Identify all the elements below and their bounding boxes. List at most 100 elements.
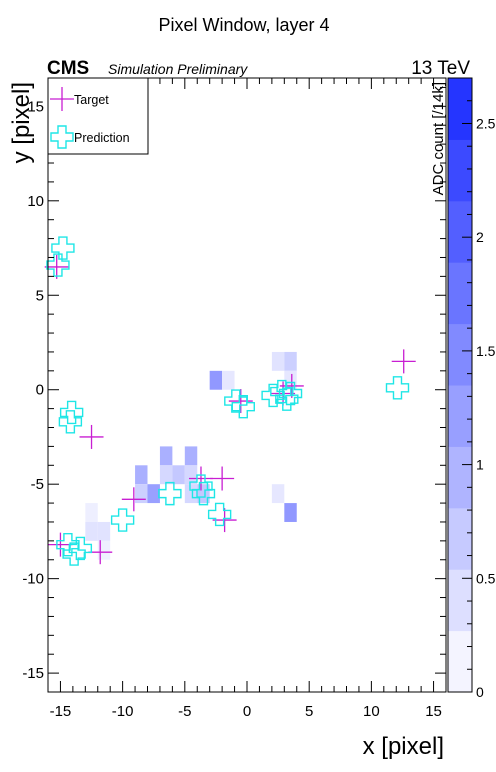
y-tick-label: 10 — [27, 193, 44, 210]
target-point — [212, 508, 237, 533]
x-tick-label: 0 — [243, 703, 251, 720]
chart-title: Pixel Window, layer 4 — [158, 15, 329, 35]
heatmap-cell — [184, 484, 198, 504]
color-bar-axis: 0 0.5 1 1.5 2 2.5 — [462, 77, 496, 700]
x-axis: -15 -10 -5 0 5 10 15 — [47, 78, 447, 720]
prediction-point — [231, 395, 255, 419]
legend: Target Prediction — [47, 77, 149, 155]
target-point — [79, 424, 104, 449]
prediction-point — [51, 236, 75, 260]
experiment-label: CMS — [47, 58, 89, 79]
legend-box — [47, 77, 149, 155]
z-tick-label: 2.5 — [476, 115, 496, 131]
prediction-point — [62, 542, 86, 566]
z-tick-label: 1.5 — [476, 343, 496, 359]
y-axis-label: y [pixel] — [8, 82, 35, 163]
prediction-point — [261, 383, 285, 408]
prediction-point — [56, 532, 80, 557]
y-tick-label: -10 — [22, 571, 44, 588]
y-tick-label: -5 — [31, 476, 44, 493]
x-axis-label: x [pixel] — [363, 733, 444, 760]
z-axis-label: ADC count [/14k] — [430, 82, 447, 195]
z-tick-label: 2 — [476, 229, 484, 245]
heatmap-cell — [184, 446, 198, 466]
x-tick-label: -15 — [50, 703, 72, 720]
heatmap-cell — [271, 351, 285, 371]
prediction-point — [275, 387, 299, 411]
heatmap-cell — [159, 446, 173, 466]
x-tick-label: -10 — [112, 703, 134, 720]
prediction-point — [59, 400, 84, 425]
heatmap-cell — [284, 370, 297, 390]
color-bar-segment — [448, 507, 472, 570]
target-point — [88, 540, 113, 565]
heatmap-cell — [222, 370, 235, 390]
prediction-point — [58, 410, 83, 434]
legend-prediction-marker — [50, 125, 74, 149]
prediction-point — [110, 508, 135, 532]
target-point — [48, 532, 73, 557]
legend-prediction-label: Prediction — [74, 131, 130, 145]
heatmap-cell — [284, 503, 297, 522]
prediction-point — [191, 481, 216, 506]
heatmap-cells — [85, 351, 297, 560]
heatmap-cell — [85, 521, 98, 541]
energy-label: 13 TeV — [411, 58, 470, 79]
target-markers — [44, 254, 416, 565]
color-bar-segment — [448, 446, 472, 509]
y-tick-label: -15 — [22, 665, 44, 682]
heatmap-cell — [271, 484, 285, 504]
z-tick-label: 1 — [476, 457, 484, 473]
heatmap-cell — [284, 351, 297, 371]
prediction-point — [46, 253, 70, 277]
prediction-markers — [46, 236, 410, 566]
color-bar-segment — [448, 385, 472, 447]
heatmap-cell — [209, 370, 223, 390]
color-bar-segment — [448, 569, 472, 632]
color-bar-segment — [448, 262, 472, 325]
y-tick-label: 15 — [27, 98, 44, 115]
target-point — [121, 487, 146, 512]
target-point — [391, 349, 416, 374]
heatmap-cell — [135, 465, 148, 485]
heatmap-cell — [97, 521, 111, 541]
y-tick-label: 5 — [36, 287, 44, 304]
legend-target-symbol — [50, 87, 74, 111]
color-bar-segment — [448, 200, 472, 263]
x-tick-label: 15 — [425, 703, 442, 720]
z-tick-label: 0 — [476, 684, 484, 700]
heatmap-cell — [172, 465, 185, 485]
legend-target-label: Target — [74, 93, 109, 107]
heatmap-cell — [85, 503, 98, 522]
x-tick-label: -5 — [178, 703, 191, 720]
legend-prediction-symbol — [50, 125, 74, 149]
target-point — [228, 389, 253, 414]
y-tick-label: 0 — [36, 382, 44, 399]
prediction-point — [158, 481, 182, 506]
heatmap-cell — [159, 465, 173, 485]
y-axis: -15 -10 -5 0 5 10 15 — [22, 86, 446, 693]
status-label: Simulation Preliminary — [108, 61, 248, 77]
plot-area — [48, 78, 446, 692]
x-tick-label: 5 — [305, 703, 313, 720]
target-point — [188, 466, 213, 491]
legend-target-marker — [50, 87, 74, 111]
prediction-point — [68, 536, 93, 561]
target-point — [210, 466, 235, 491]
heatmap-cell — [135, 484, 148, 504]
color-bar-segment — [448, 139, 472, 202]
color-bar-segment — [448, 630, 472, 693]
color-bar — [448, 78, 472, 693]
prediction-point — [207, 502, 232, 527]
heatmap-cell — [184, 465, 198, 485]
color-bar-segment — [448, 323, 472, 386]
color-bar-segment — [448, 78, 472, 140]
color-bar-frame — [447, 77, 473, 693]
z-tick-label: 0.5 — [476, 570, 496, 586]
heatmap-cell — [147, 484, 160, 504]
prediction-point — [278, 381, 303, 406]
x-tick-label: 10 — [363, 703, 380, 720]
prediction-point — [385, 376, 410, 400]
target-point — [44, 254, 69, 279]
